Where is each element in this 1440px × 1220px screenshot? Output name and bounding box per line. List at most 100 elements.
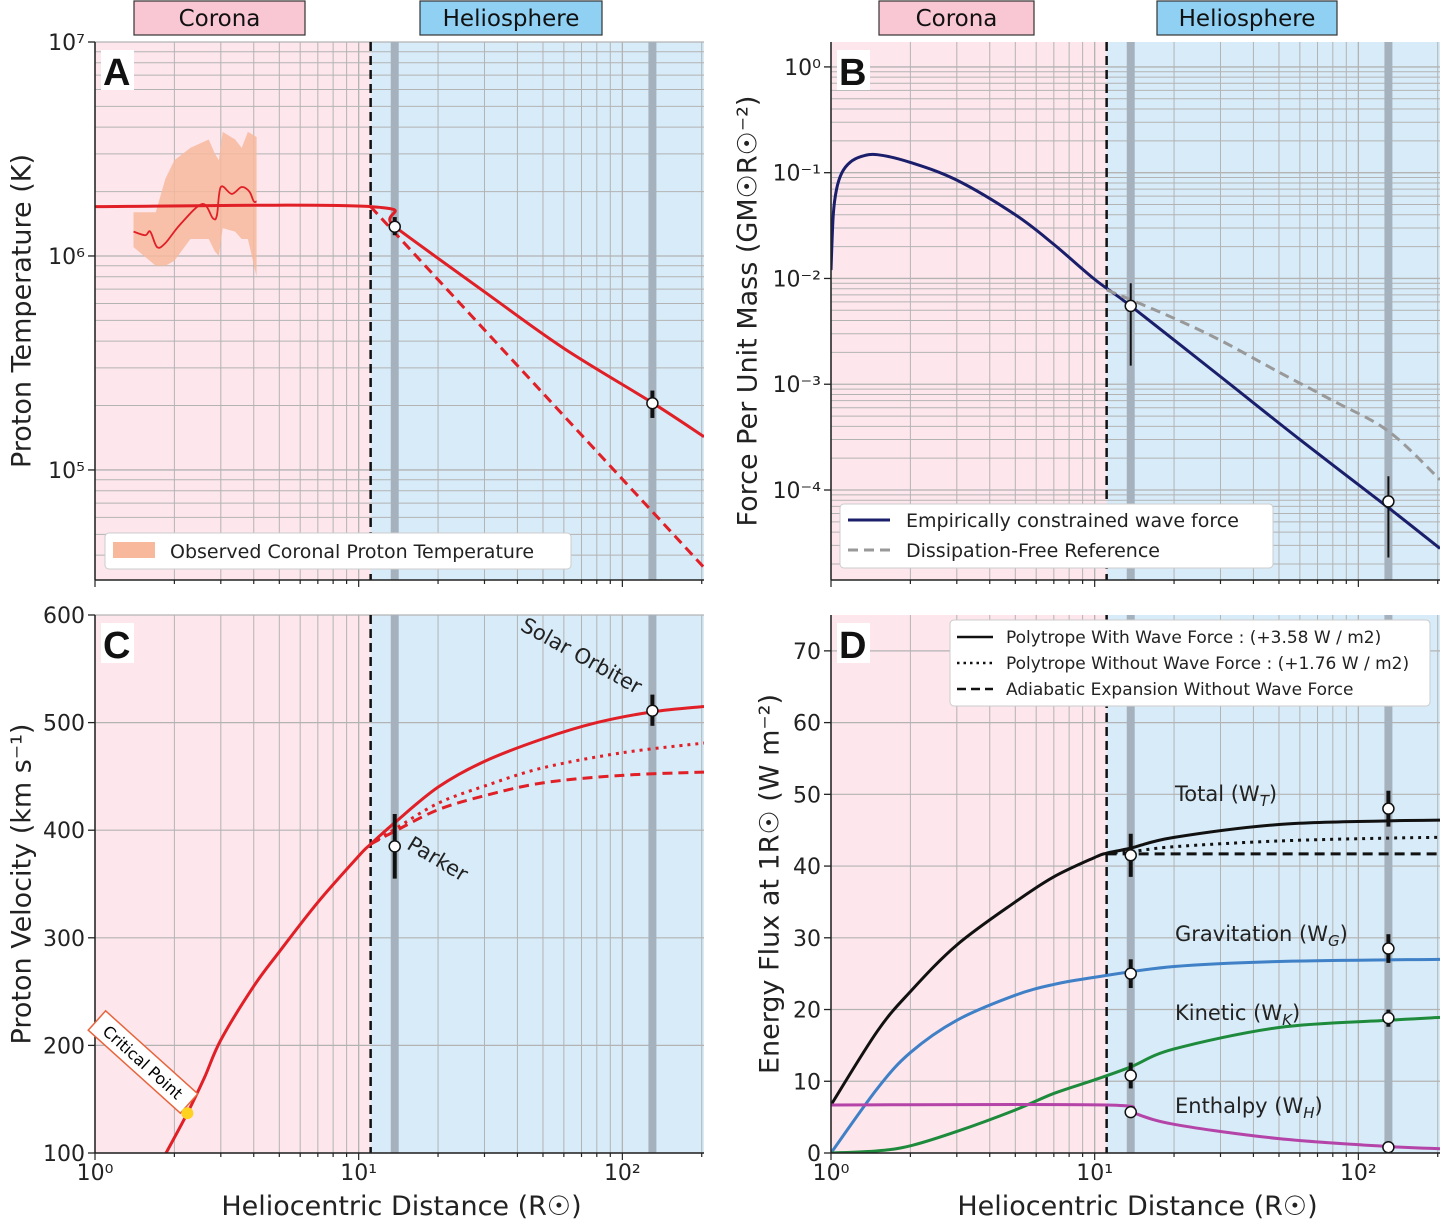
y-tick-label: 40 <box>793 855 821 880</box>
data-point <box>1382 495 1395 508</box>
y-axis-label: Force Per Unit Mass (GM☉R☉⁻²) <box>733 96 764 527</box>
y-tick-label: 10⁻² <box>773 267 821 292</box>
y-tick-label: 10 <box>793 1070 821 1095</box>
curve-label: Total (WT) <box>1174 782 1277 810</box>
y-tick-label: 50 <box>793 783 821 808</box>
spacecraft-marker-band <box>390 42 399 580</box>
legend <box>839 503 1274 569</box>
series-line-0 <box>164 704 704 1153</box>
panel-letter-bg <box>837 50 870 90</box>
spacecraft-marker-band <box>390 615 399 1153</box>
y-tick-label: 60 <box>793 712 821 737</box>
heliosphere-banner <box>419 0 603 36</box>
critical-point-box <box>87 1009 199 1115</box>
y-tick-label: 20 <box>793 999 821 1024</box>
panel-c: 100 200 300 400 500 600 10⁰ 10¹ 10² Proton Veloci… <box>7 604 704 1220</box>
curve-label-text: Kinetic (W <box>1175 1001 1282 1025</box>
curve-label-close: ) <box>1315 1094 1323 1118</box>
curve-label-close: ) <box>1340 922 1348 946</box>
spacecraft-marker-band <box>1384 42 1393 580</box>
y-tick-label: 0 <box>807 1142 821 1167</box>
curve-label: Gravitation (WG) <box>1175 922 1348 950</box>
legend-label: Observed Coronal Proton Temperature <box>170 541 534 563</box>
legend <box>104 532 572 570</box>
series-line-0 <box>831 818 1440 1106</box>
curve-label-subscript: K <box>1282 1011 1293 1029</box>
y-axis-label: Proton Velocity (km s⁻¹) <box>7 724 38 1045</box>
y-tick-label: 10⁻³ <box>773 373 821 398</box>
curve-label-close: ) <box>1292 1001 1300 1025</box>
legend-label: Polytrope Without Wave Force : (+1.76 W … <box>1006 654 1409 674</box>
curve-label-text: Enthalpy (W <box>1175 1094 1303 1118</box>
legend-label: Polytrope With Wave Force : (+3.58 W / m… <box>1006 628 1381 648</box>
data-point <box>1124 1069 1137 1082</box>
curve-label-text: Gravitation (W <box>1175 922 1328 946</box>
panel-letter: B <box>839 52 866 94</box>
panel-b: 10⁻⁴ 10⁻³ 10⁻² 10⁻¹ 10⁰ Force Per Unit Mass (… <box>733 42 1440 587</box>
x-tick-label: 10² <box>604 1161 641 1186</box>
heliosphere-banner-label: Heliosphere <box>443 6 580 32</box>
y-tick-label: 30 <box>793 927 821 952</box>
data-point <box>646 704 659 718</box>
y-tick-label: 10⁷ <box>48 31 85 56</box>
legend-label: Adiabatic Expansion Without Wave Force <box>1006 680 1353 700</box>
panel-letter-bg <box>837 623 870 663</box>
spacecraft-marker-band <box>1384 615 1393 1153</box>
data-point <box>1382 1141 1395 1154</box>
heliosphere-banner-label: Heliosphere <box>1179 6 1316 32</box>
data-point <box>1382 942 1395 955</box>
x-axis-label: Heliocentric Distance (R☉) <box>221 1191 581 1220</box>
y-axis-label: Proton Temperature (K) <box>7 154 38 468</box>
series-line-4 <box>831 1015 1440 1153</box>
y-tick-label: 70 <box>793 640 821 665</box>
y-tick-label: 10⁻⁴ <box>773 479 822 504</box>
corona-banner-label: Corona <box>916 6 998 32</box>
legend <box>949 619 1431 707</box>
series-line-1 <box>369 205 704 569</box>
x-tick-label: 10¹ <box>1076 1161 1113 1186</box>
panel-letter-bg <box>101 50 134 90</box>
curve-label-subscript: G <box>1328 932 1340 950</box>
y-axis-label: Energy Flux at 1R☉ (W m⁻²) <box>755 694 786 1074</box>
y-tick-label: 100 <box>43 1142 85 1167</box>
series-line-5 <box>831 1102 1440 1151</box>
curve-label-text: Total (W <box>1174 782 1260 806</box>
data-point <box>1382 802 1395 815</box>
curve-label: Kinetic (WK) <box>1175 1001 1300 1029</box>
series-line-0 <box>831 152 1440 550</box>
panel-letter: D <box>839 625 866 667</box>
curve-label-subscript: H <box>1303 1104 1314 1122</box>
y-tick-label: 10⁰ <box>784 56 821 81</box>
y-tick-label: 500 <box>43 712 85 737</box>
curve-label: Enthalpy (WH) <box>1175 1094 1323 1122</box>
panel-letter-bg <box>101 623 134 663</box>
data-point <box>1124 849 1137 862</box>
y-tick-label: 400 <box>43 819 85 844</box>
y-tick-label: 600 <box>43 604 85 629</box>
series-line-0 <box>95 203 704 438</box>
panel-letter: C <box>103 625 130 667</box>
spacecraft-marker-band <box>648 42 657 580</box>
data-point <box>646 396 659 410</box>
legend-label: Dissipation-Free Reference <box>906 540 1160 562</box>
data-point <box>388 220 401 233</box>
corona-region <box>95 42 371 580</box>
series-line-1 <box>1106 288 1440 481</box>
data-point <box>1124 967 1137 980</box>
data-point <box>1382 1011 1395 1025</box>
critical-point-marker <box>181 1107 194 1120</box>
y-tick-label: 10⁵ <box>48 459 85 484</box>
y-tick-label: 300 <box>43 927 85 952</box>
region-banners: Corona Heliosphere <box>133 0 603 36</box>
data-point <box>388 840 401 853</box>
region-banners: Corona Heliosphere <box>878 0 1338 36</box>
panel-a: 10⁵ 10⁶ 10⁷ Proton Temperature (K) A Observed… <box>7 31 704 587</box>
data-point <box>1124 299 1137 313</box>
x-tick-label: 10² <box>1340 1161 1377 1186</box>
series-line-3 <box>831 957 1440 1153</box>
x-tick-label: 10⁰ <box>77 1161 114 1186</box>
y-tick-label: 10⁻¹ <box>773 162 821 187</box>
y-tick-label: 200 <box>43 1034 85 1059</box>
legend-swatch <box>113 542 155 558</box>
